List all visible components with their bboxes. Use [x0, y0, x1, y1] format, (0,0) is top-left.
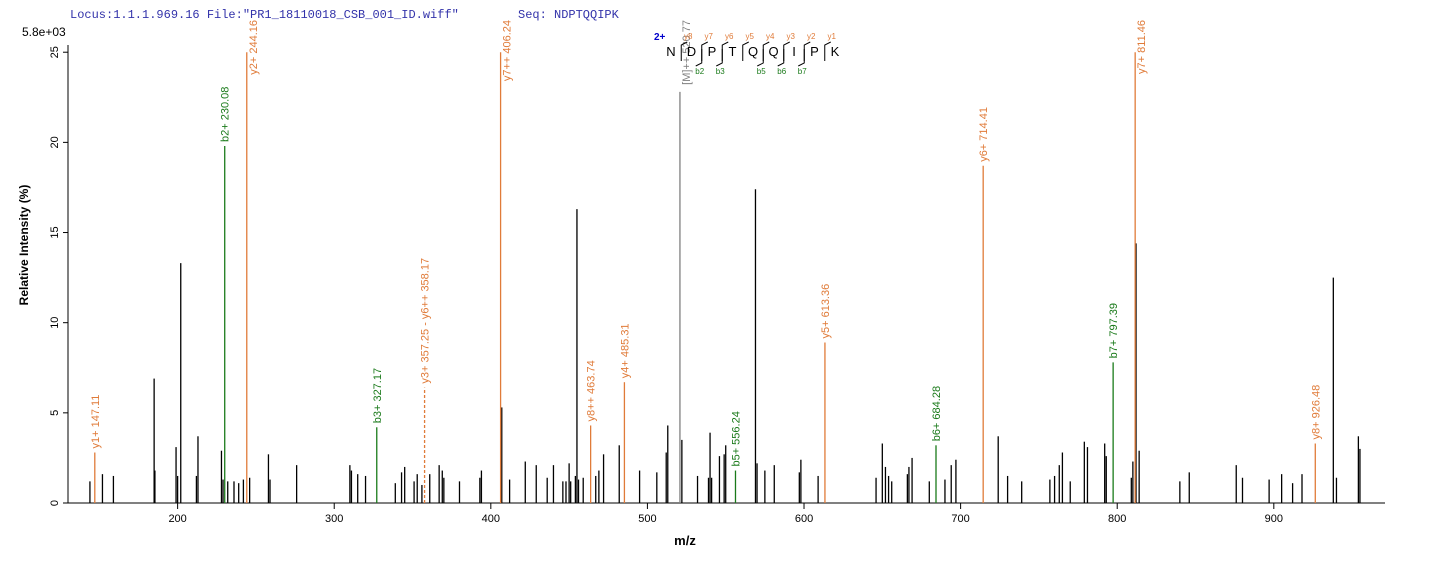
peak-label: y2+ 244.16: [248, 20, 260, 75]
residue: N: [666, 44, 675, 59]
b-ion-bracket: [757, 49, 764, 67]
residue: Q: [748, 44, 758, 59]
x-tick-label: 500: [638, 513, 656, 525]
y-tick-label: 15: [49, 226, 61, 238]
y-ion-label: y8: [684, 32, 693, 41]
peak-label: b6+ 684.28: [931, 386, 943, 441]
y-ion-label: y5: [746, 32, 755, 41]
x-tick-label: 700: [951, 513, 969, 525]
y-ion-label: y7: [705, 32, 714, 41]
residue: Q: [768, 44, 778, 59]
y-ion-label: y1: [828, 32, 837, 41]
header-seq: Seq: NDPTQQIPK: [518, 8, 620, 22]
b-ion-label: b2: [695, 67, 704, 76]
y-ion-label: y4: [766, 32, 775, 41]
peak-label: y3+ 357.25 - y6++ 358.17: [420, 258, 432, 384]
charge-label: 2+: [654, 32, 666, 43]
peak-label: b5+ 556.24: [730, 411, 742, 466]
peak-label: y1+ 147.11: [90, 395, 102, 449]
y-ion-bracket: [824, 41, 831, 61]
peak-label: y6+ 714.41: [978, 107, 990, 162]
b-ion-bracket: [798, 49, 805, 67]
y-ion-bracket: [680, 41, 688, 61]
residue: P: [810, 44, 819, 59]
peak-label: b2+ 230.08: [220, 87, 232, 142]
y-tick-label: 5: [49, 410, 61, 416]
x-tick-label: 600: [795, 513, 813, 525]
peak-label: y4+ 485.31: [619, 323, 631, 378]
b-ion-bracket: [777, 49, 785, 67]
residue: I: [792, 44, 796, 59]
residue: T: [729, 44, 737, 59]
peak-label: b3+ 327.17: [372, 368, 384, 423]
b-ion-label: b5: [757, 67, 766, 76]
y-axis-label: Relative Intensity (%): [17, 185, 31, 306]
y-tick-label: 10: [49, 317, 61, 329]
x-tick-label: 900: [1265, 513, 1283, 525]
x-tick-label: 800: [1108, 513, 1126, 525]
b-ion-label: b6: [777, 67, 786, 76]
y-ion-label: y6: [725, 32, 734, 41]
y-ion-label: y2: [807, 32, 816, 41]
residue: D: [687, 44, 696, 59]
y-ion-label: y3: [787, 32, 796, 41]
peak-label: y7++ 406.24: [502, 20, 514, 81]
y-ion-bracket: [783, 41, 790, 61]
y-ion-bracket: [742, 41, 749, 61]
peak-label: y5+ 613.36: [820, 284, 832, 339]
peak-label: y8++ 463.74: [586, 360, 598, 421]
b-ion-bracket: [695, 49, 703, 67]
x-tick-label: 200: [168, 513, 186, 525]
b-ion-bracket: [716, 49, 723, 67]
header-locus: Locus:1.1.1.969.16 File:"PR1_18110018_CS…: [70, 8, 459, 22]
peak-label: y7+ 811.46: [1136, 20, 1148, 74]
residue: P: [708, 44, 717, 59]
y-tick-label: 0: [49, 500, 61, 506]
x-axis-label: m/z: [674, 533, 696, 548]
y-tick-label: 20: [49, 136, 61, 148]
y-ion-bracket: [721, 41, 729, 61]
y-tick-label: 25: [49, 46, 61, 58]
residue: K: [831, 44, 840, 59]
peak-label: [M]++ 520.77: [681, 20, 693, 85]
x-tick-label: 400: [482, 513, 500, 525]
x-tick-label: 300: [325, 513, 343, 525]
peak-label: b7+ 797.39: [1108, 303, 1120, 358]
b-ion-label: b3: [716, 67, 725, 76]
peak-label: y8+ 926.48: [1310, 385, 1322, 440]
scale-label: 5.8e+03: [22, 25, 66, 39]
b-ion-label: b7: [798, 67, 807, 76]
